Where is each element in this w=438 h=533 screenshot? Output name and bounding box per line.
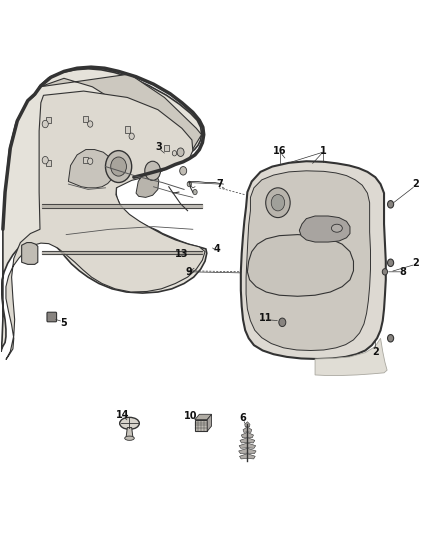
Circle shape [177, 148, 184, 157]
FancyBboxPatch shape [83, 157, 88, 164]
Polygon shape [6, 91, 205, 360]
Polygon shape [245, 422, 250, 427]
Text: 16: 16 [273, 146, 287, 156]
Text: 2: 2 [412, 179, 419, 189]
Polygon shape [195, 414, 212, 419]
Circle shape [42, 157, 48, 164]
Polygon shape [241, 432, 254, 438]
Ellipse shape [125, 436, 134, 440]
Polygon shape [239, 448, 256, 454]
Circle shape [88, 121, 93, 127]
Circle shape [88, 158, 93, 165]
Polygon shape [299, 216, 350, 242]
Circle shape [271, 195, 285, 211]
Polygon shape [126, 427, 133, 438]
Circle shape [193, 189, 197, 195]
FancyBboxPatch shape [164, 145, 169, 151]
Circle shape [388, 259, 394, 266]
Ellipse shape [120, 417, 139, 429]
Text: 14: 14 [116, 410, 130, 421]
Polygon shape [315, 338, 387, 375]
Circle shape [187, 181, 191, 187]
Circle shape [388, 200, 394, 208]
Ellipse shape [332, 224, 343, 232]
Polygon shape [21, 243, 38, 264]
Circle shape [388, 335, 394, 342]
Circle shape [172, 151, 177, 156]
Text: 1: 1 [320, 146, 326, 156]
Circle shape [111, 157, 127, 176]
Polygon shape [207, 414, 212, 431]
Text: 10: 10 [184, 411, 198, 422]
Polygon shape [239, 443, 256, 448]
Polygon shape [1, 69, 207, 352]
Text: 11: 11 [258, 313, 272, 323]
Circle shape [266, 188, 290, 217]
Polygon shape [243, 427, 252, 432]
Circle shape [129, 133, 134, 140]
Circle shape [106, 151, 132, 182]
Polygon shape [40, 74, 201, 158]
Polygon shape [241, 161, 386, 359]
Circle shape [180, 166, 187, 175]
Text: 2: 2 [372, 346, 379, 357]
FancyBboxPatch shape [83, 116, 88, 122]
Circle shape [382, 269, 388, 275]
Polygon shape [240, 438, 255, 443]
Circle shape [145, 161, 160, 180]
FancyBboxPatch shape [125, 126, 130, 133]
Text: 6: 6 [240, 413, 247, 423]
FancyBboxPatch shape [46, 117, 51, 124]
Polygon shape [195, 419, 207, 431]
Text: 9: 9 [186, 267, 193, 277]
Polygon shape [136, 172, 159, 197]
Text: 2: 2 [412, 258, 419, 268]
Polygon shape [68, 150, 114, 188]
Text: 8: 8 [400, 267, 407, 277]
Polygon shape [247, 235, 353, 296]
Polygon shape [246, 171, 371, 351]
FancyBboxPatch shape [47, 312, 57, 322]
Text: 3: 3 [155, 142, 162, 152]
Text: 7: 7 [216, 179, 223, 189]
Circle shape [279, 318, 286, 327]
Polygon shape [240, 454, 255, 459]
Text: 5: 5 [60, 318, 67, 328]
Circle shape [42, 120, 48, 128]
Text: 4: 4 [213, 245, 220, 254]
FancyBboxPatch shape [46, 160, 51, 166]
Text: 13: 13 [175, 249, 189, 259]
